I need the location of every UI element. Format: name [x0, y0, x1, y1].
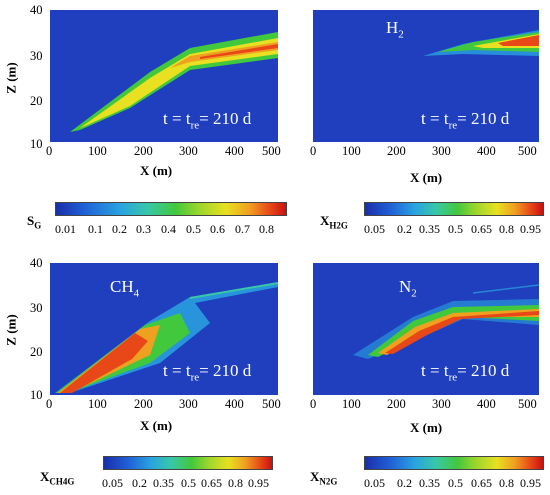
ch4-ytick-40: 40 — [30, 256, 43, 270]
sg-cbtick-2: 0.2 — [112, 222, 127, 236]
ch4-xtick-100: 100 — [88, 397, 107, 411]
h2g-cbtick-0: 0.05 — [364, 222, 385, 236]
ch4g-cbtick-3: 0.5 — [181, 476, 196, 490]
ch4-xtick-400: 400 — [225, 397, 244, 411]
ch4-ytick-20: 20 — [30, 345, 43, 359]
h2-time-annotation: t = tre= 210 d — [421, 109, 510, 132]
sg-ytick-30: 30 — [30, 49, 43, 63]
sg-cbtick-5: 0.5 — [186, 222, 201, 236]
sg-colorbar-gradient — [55, 202, 287, 216]
sg-time-annotation: t = tre= 210 d — [163, 109, 252, 132]
h2g-cbtick-2: 0.35 — [419, 222, 440, 236]
n2-xtick-0: 0 — [310, 397, 317, 411]
ch4-ytick-30: 30 — [30, 301, 43, 315]
n2g-cbtick-5: 0.8 — [499, 476, 514, 490]
h2g-cbtick-4: 0.65 — [471, 222, 492, 236]
ch4g-cbtick-6: 0.95 — [248, 476, 269, 490]
sg-xtick-200: 200 — [134, 144, 153, 158]
ch4-xtick-500: 500 — [262, 397, 281, 411]
sg-xlabel: X (m) — [140, 163, 173, 178]
ch4-time-annotation: t = tre= 210 d — [163, 361, 252, 384]
n2g-cbtick-0: 0.05 — [364, 476, 385, 490]
ch4-xtick-200: 200 — [134, 397, 153, 411]
sg-plume — [70, 32, 278, 132]
h2-title: H2 — [386, 18, 404, 41]
ch4g-cbtick-1: 0.2 — [132, 476, 147, 490]
h2-xtick-100: 100 — [342, 144, 361, 158]
h2g-cbtick-3: 0.5 — [448, 222, 463, 236]
sg-ytick-20: 20 — [30, 94, 43, 108]
n2-xlabel: X (m) — [410, 420, 443, 435]
ch4g-cbtick-2: 0.35 — [153, 476, 174, 490]
n2-xtick-100: 100 — [342, 397, 361, 411]
h2g-cbtick-5: 0.8 — [499, 222, 514, 236]
sg-colorbar-label: SG — [27, 213, 42, 231]
sg-cbtick-8: 0.8 — [259, 222, 274, 236]
h2-xlabel: X (m) — [410, 170, 443, 185]
ch4g-cbtick-4: 0.65 — [201, 476, 222, 490]
ch4-plume — [55, 282, 278, 393]
n2-xtick-500: 500 — [518, 397, 537, 411]
ch4g-cbtick-0: 0.05 — [102, 476, 123, 490]
ch4-title: CH4 — [110, 277, 140, 300]
sg-cbtick-7: 0.7 — [235, 222, 250, 236]
n2g-cbtick-1: 0.2 — [397, 476, 412, 490]
n2g-cbtick-6: 0.95 — [520, 476, 541, 490]
n2-xtick-400: 400 — [477, 397, 496, 411]
n2-title: N2 — [399, 277, 417, 300]
n2-plume — [353, 284, 539, 359]
sg-xtick-0: 0 — [46, 144, 53, 158]
n2-xtick-200: 200 — [387, 397, 406, 411]
sg-ylabel: Z (m) — [3, 62, 19, 94]
h2-xtick-300: 300 — [432, 144, 451, 158]
h2-xtick-200: 200 — [387, 144, 406, 158]
h2g-colorbar-gradient — [364, 202, 544, 216]
sg-xtick-400: 400 — [225, 144, 244, 158]
ch4-ytick-10: 10 — [30, 388, 43, 402]
n2g-colorbar-gradient — [364, 456, 544, 470]
sg-ytick-40: 40 — [30, 3, 43, 17]
n2g-cbtick-2: 0.35 — [419, 476, 440, 490]
ch4g-colorbar-gradient — [103, 456, 273, 470]
h2-field: H2 t = tre= 210 d — [313, 10, 539, 142]
ch4-xtick-300: 300 — [179, 397, 198, 411]
h2-xtick-0: 0 — [310, 144, 317, 158]
sg-cbtick-6: 0.6 — [210, 222, 225, 236]
sg-cbtick-4: 0.4 — [161, 222, 176, 236]
sg-cbtick-1: 0.1 — [88, 222, 103, 236]
n2g-cbtick-4: 0.65 — [471, 476, 492, 490]
n2g-cbtick-3: 0.5 — [448, 476, 463, 490]
h2-xtick-400: 400 — [477, 144, 496, 158]
sg-xtick-300: 300 — [179, 144, 198, 158]
ch4-field: CH4 t = tre= 210 d — [50, 263, 278, 395]
sg-xtick-100: 100 — [88, 144, 107, 158]
h2-plume — [423, 30, 539, 56]
h2g-cbtick-6: 0.95 — [520, 222, 541, 236]
n2-time-annotation: t = tre= 210 d — [421, 361, 510, 384]
ch4g-colorbar-label: XCH4G — [40, 469, 75, 487]
n2g-colorbar-label: XN2G — [310, 469, 338, 487]
ch4-xtick-0: 0 — [46, 397, 53, 411]
sg-ytick-10: 10 — [30, 137, 43, 151]
h2-xtick-500: 500 — [518, 144, 537, 158]
sg-cbtick-3: 0.3 — [136, 222, 151, 236]
sg-cbtick-0: 0.01 — [55, 222, 76, 236]
n2-xtick-300: 300 — [432, 397, 451, 411]
n2-field: N2 t = tre= 210 d — [313, 263, 539, 395]
ch4-ylabel: Z (m) — [3, 314, 19, 346]
h2g-cbtick-1: 0.2 — [397, 222, 412, 236]
sg-xtick-500: 500 — [262, 144, 281, 158]
sg-field: t = tre= 210 d — [50, 10, 278, 142]
h2g-colorbar-label: XH2G — [320, 213, 348, 231]
ch4g-cbtick-5: 0.8 — [228, 476, 243, 490]
ch4-xlabel: X (m) — [140, 418, 173, 433]
